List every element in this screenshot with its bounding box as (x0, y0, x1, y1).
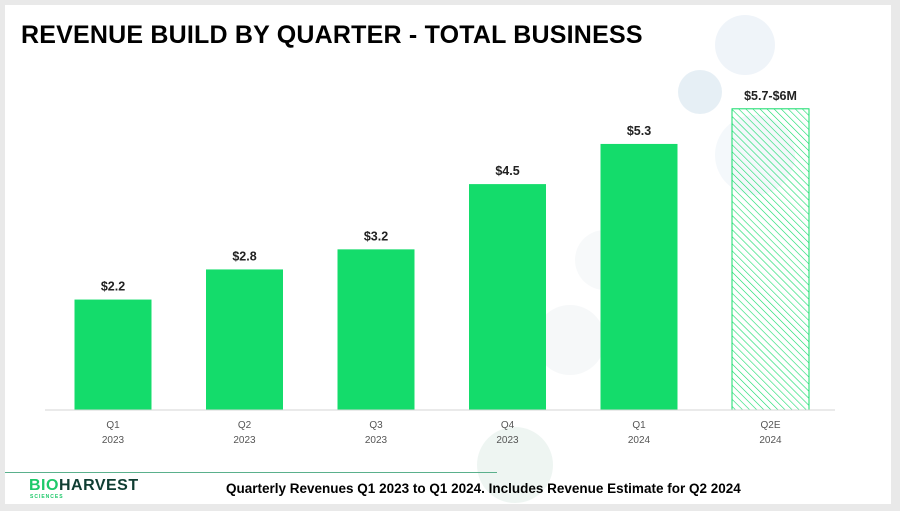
bar-5 (600, 143, 678, 410)
x-tick-label-3-line-1: Q3 (369, 420, 383, 431)
x-tick-label-4-line-2: 2023 (496, 435, 519, 446)
bar-4 (469, 184, 546, 410)
x-tick-label-5-line-1: Q1 (632, 420, 646, 431)
logo-text-bio: BIO (29, 477, 59, 494)
x-tick-label-3-line-2: 2023 (365, 435, 388, 446)
x-tick-label-2-line-2: 2023 (233, 435, 256, 446)
data-label-5: $5.3 (627, 124, 651, 138)
data-label-3: $3.2 (364, 229, 388, 243)
data-label-2: $2.8 (232, 249, 256, 263)
company-logo: BIOHARVEST SCIENCES (29, 477, 159, 503)
x-tick-label-5-line-2: 2024 (628, 435, 651, 446)
bar-3 (337, 249, 415, 410)
x-tick-label-1-line-1: Q1 (106, 420, 120, 431)
logo-text-harvest: HARVEST (58, 477, 139, 494)
bar-chart: $2.2 Q1 2023 $2.8 Q2 2023 $3.2 Q3 2023 $4.5 Q4 2023… (45, 89, 835, 446)
bar-estimate-6 (731, 108, 810, 411)
data-label-6: $5.7-$6M (744, 89, 797, 103)
chart-footnote: Quarterly Revenues Q1 2023 to Q1 2024. I… (226, 481, 741, 496)
bar-1 (74, 299, 152, 410)
logo-text-sciences: SCIENCES (30, 494, 64, 500)
data-label-1: $2.2 (101, 280, 125, 294)
x-tick-label-6-line-2: 2024 (759, 435, 782, 446)
slide-title: REVENUE BUILD BY QUARTER - TOTAL BUSINES… (21, 21, 643, 49)
x-tick-label-1-line-2: 2023 (102, 435, 125, 446)
footer-divider (5, 472, 497, 473)
x-tick-label-2-line-1: Q2 (238, 420, 252, 431)
data-label-4: $4.5 (495, 164, 519, 178)
slide: REVENUE BUILD BY QUARTER - TOTAL BUSINES… (5, 5, 891, 504)
x-tick-label-4-line-1: Q4 (501, 420, 515, 431)
x-tick-label-6-line-1: Q2E (760, 420, 780, 431)
bar-2 (206, 269, 283, 410)
